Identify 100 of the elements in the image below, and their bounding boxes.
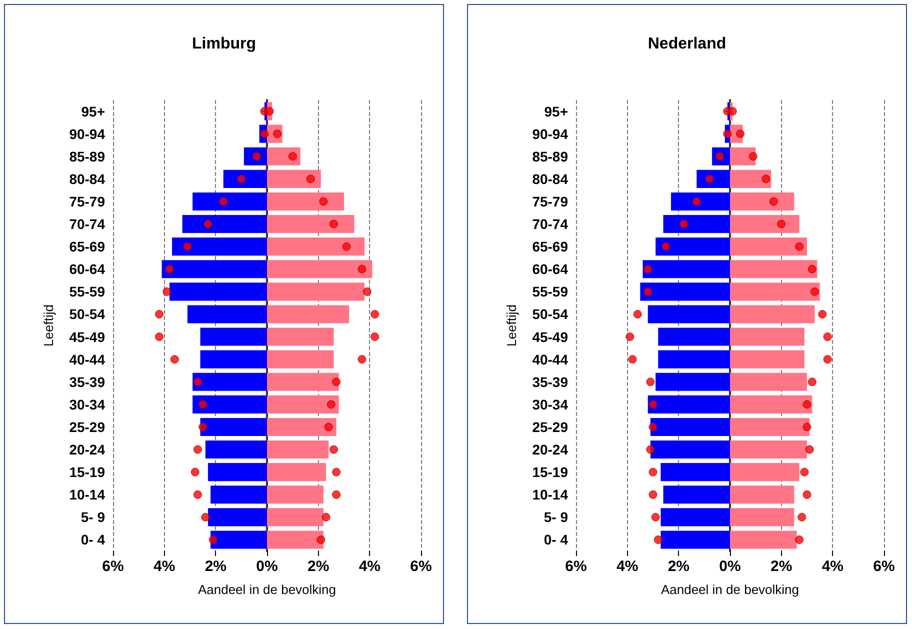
y-tick-label: 25-29	[69, 418, 106, 435]
y-axis-title: Leeftijd	[504, 304, 519, 346]
bar	[730, 305, 815, 324]
point	[362, 287, 372, 296]
point	[798, 512, 806, 522]
point	[795, 242, 804, 251]
point	[651, 512, 660, 522]
bar	[192, 395, 267, 414]
bar	[267, 463, 326, 482]
point	[204, 220, 212, 228]
x-tick-label: 4%	[358, 558, 381, 575]
point	[329, 220, 338, 228]
bar	[648, 305, 730, 324]
bar	[267, 215, 354, 234]
y-tick-label: 20-24	[532, 442, 568, 458]
y-tick-label: 35-39	[532, 374, 568, 390]
point	[198, 400, 208, 409]
bar	[223, 170, 267, 188]
bar	[730, 282, 820, 301]
y-tick-label: 80-84	[69, 170, 106, 187]
point	[818, 310, 827, 318]
x-axis-title: Aandeel in de bevolking	[198, 582, 336, 597]
bar	[650, 440, 730, 459]
point	[326, 400, 336, 409]
y-tick-label: 15-19	[69, 464, 106, 480]
point	[208, 535, 218, 544]
point	[628, 355, 637, 364]
point	[810, 287, 819, 296]
y-tick-label: 30-34	[532, 396, 568, 412]
x-tick-label: 4%	[616, 558, 638, 575]
point	[370, 310, 380, 318]
y-tick-label: 70-74	[69, 216, 106, 232]
x-tick-label: 2%	[770, 558, 792, 575]
bar	[730, 260, 818, 278]
y-tick-label: 70-74	[532, 216, 568, 232]
y-tick-label: 55-59	[532, 284, 568, 300]
bar	[730, 215, 800, 234]
bar	[656, 238, 730, 256]
y-tick-label: 85-89	[532, 148, 568, 164]
point	[648, 400, 658, 409]
y-tick-label: 65-69	[532, 238, 568, 255]
y-tick-label: 45-49	[69, 328, 106, 345]
point	[646, 378, 655, 386]
y-tick-label: 50-54	[69, 306, 106, 322]
chart-title: Limburg	[192, 36, 256, 52]
y-tick-label: 90-94	[532, 126, 568, 142]
point	[183, 242, 192, 251]
bar	[730, 328, 804, 346]
y-tick-label: 35-39	[69, 374, 106, 390]
y-tick-label: 80-84	[532, 170, 568, 187]
bar	[210, 530, 267, 549]
point	[692, 197, 701, 206]
y-tick-label: 30-34	[69, 396, 106, 412]
point	[680, 220, 688, 228]
bar	[205, 440, 267, 459]
point	[626, 332, 634, 342]
y-tick-label: 40-44	[69, 351, 106, 368]
bar	[660, 463, 730, 482]
point	[723, 130, 732, 138]
point	[316, 535, 326, 544]
point	[329, 445, 338, 454]
bar	[200, 328, 267, 346]
bar	[192, 192, 267, 210]
bar	[210, 486, 267, 504]
y-tick-label: 45-49	[532, 328, 568, 345]
point	[646, 445, 655, 454]
bar	[267, 192, 344, 210]
bar	[267, 305, 350, 324]
bar	[208, 463, 267, 482]
point	[633, 310, 642, 318]
y-tick-label: 95+	[81, 103, 105, 120]
bar	[696, 170, 730, 188]
y-tick-label: 95+	[544, 103, 568, 120]
bar	[200, 350, 267, 368]
point	[728, 107, 737, 116]
y-tick-label: 90-94	[69, 126, 106, 142]
x-tick-label: 2%	[204, 558, 227, 575]
point	[805, 445, 814, 454]
point	[795, 535, 804, 544]
bar	[267, 372, 339, 391]
bar	[267, 508, 324, 526]
point	[237, 174, 246, 184]
point	[170, 355, 179, 364]
point	[802, 490, 812, 499]
bar	[730, 350, 804, 368]
point	[165, 264, 174, 274]
point	[644, 264, 652, 274]
bar	[648, 395, 730, 414]
x-tick-label: 6%	[102, 558, 124, 575]
bar	[200, 418, 267, 436]
bar	[660, 530, 730, 549]
point	[654, 535, 662, 544]
point	[319, 197, 328, 206]
y-axis-title: Leeftijd	[41, 304, 56, 346]
point	[802, 422, 812, 432]
x-tick-label: 6%	[410, 558, 432, 575]
bar	[640, 282, 730, 301]
bar	[267, 486, 324, 504]
point	[201, 512, 210, 522]
point	[265, 107, 274, 116]
